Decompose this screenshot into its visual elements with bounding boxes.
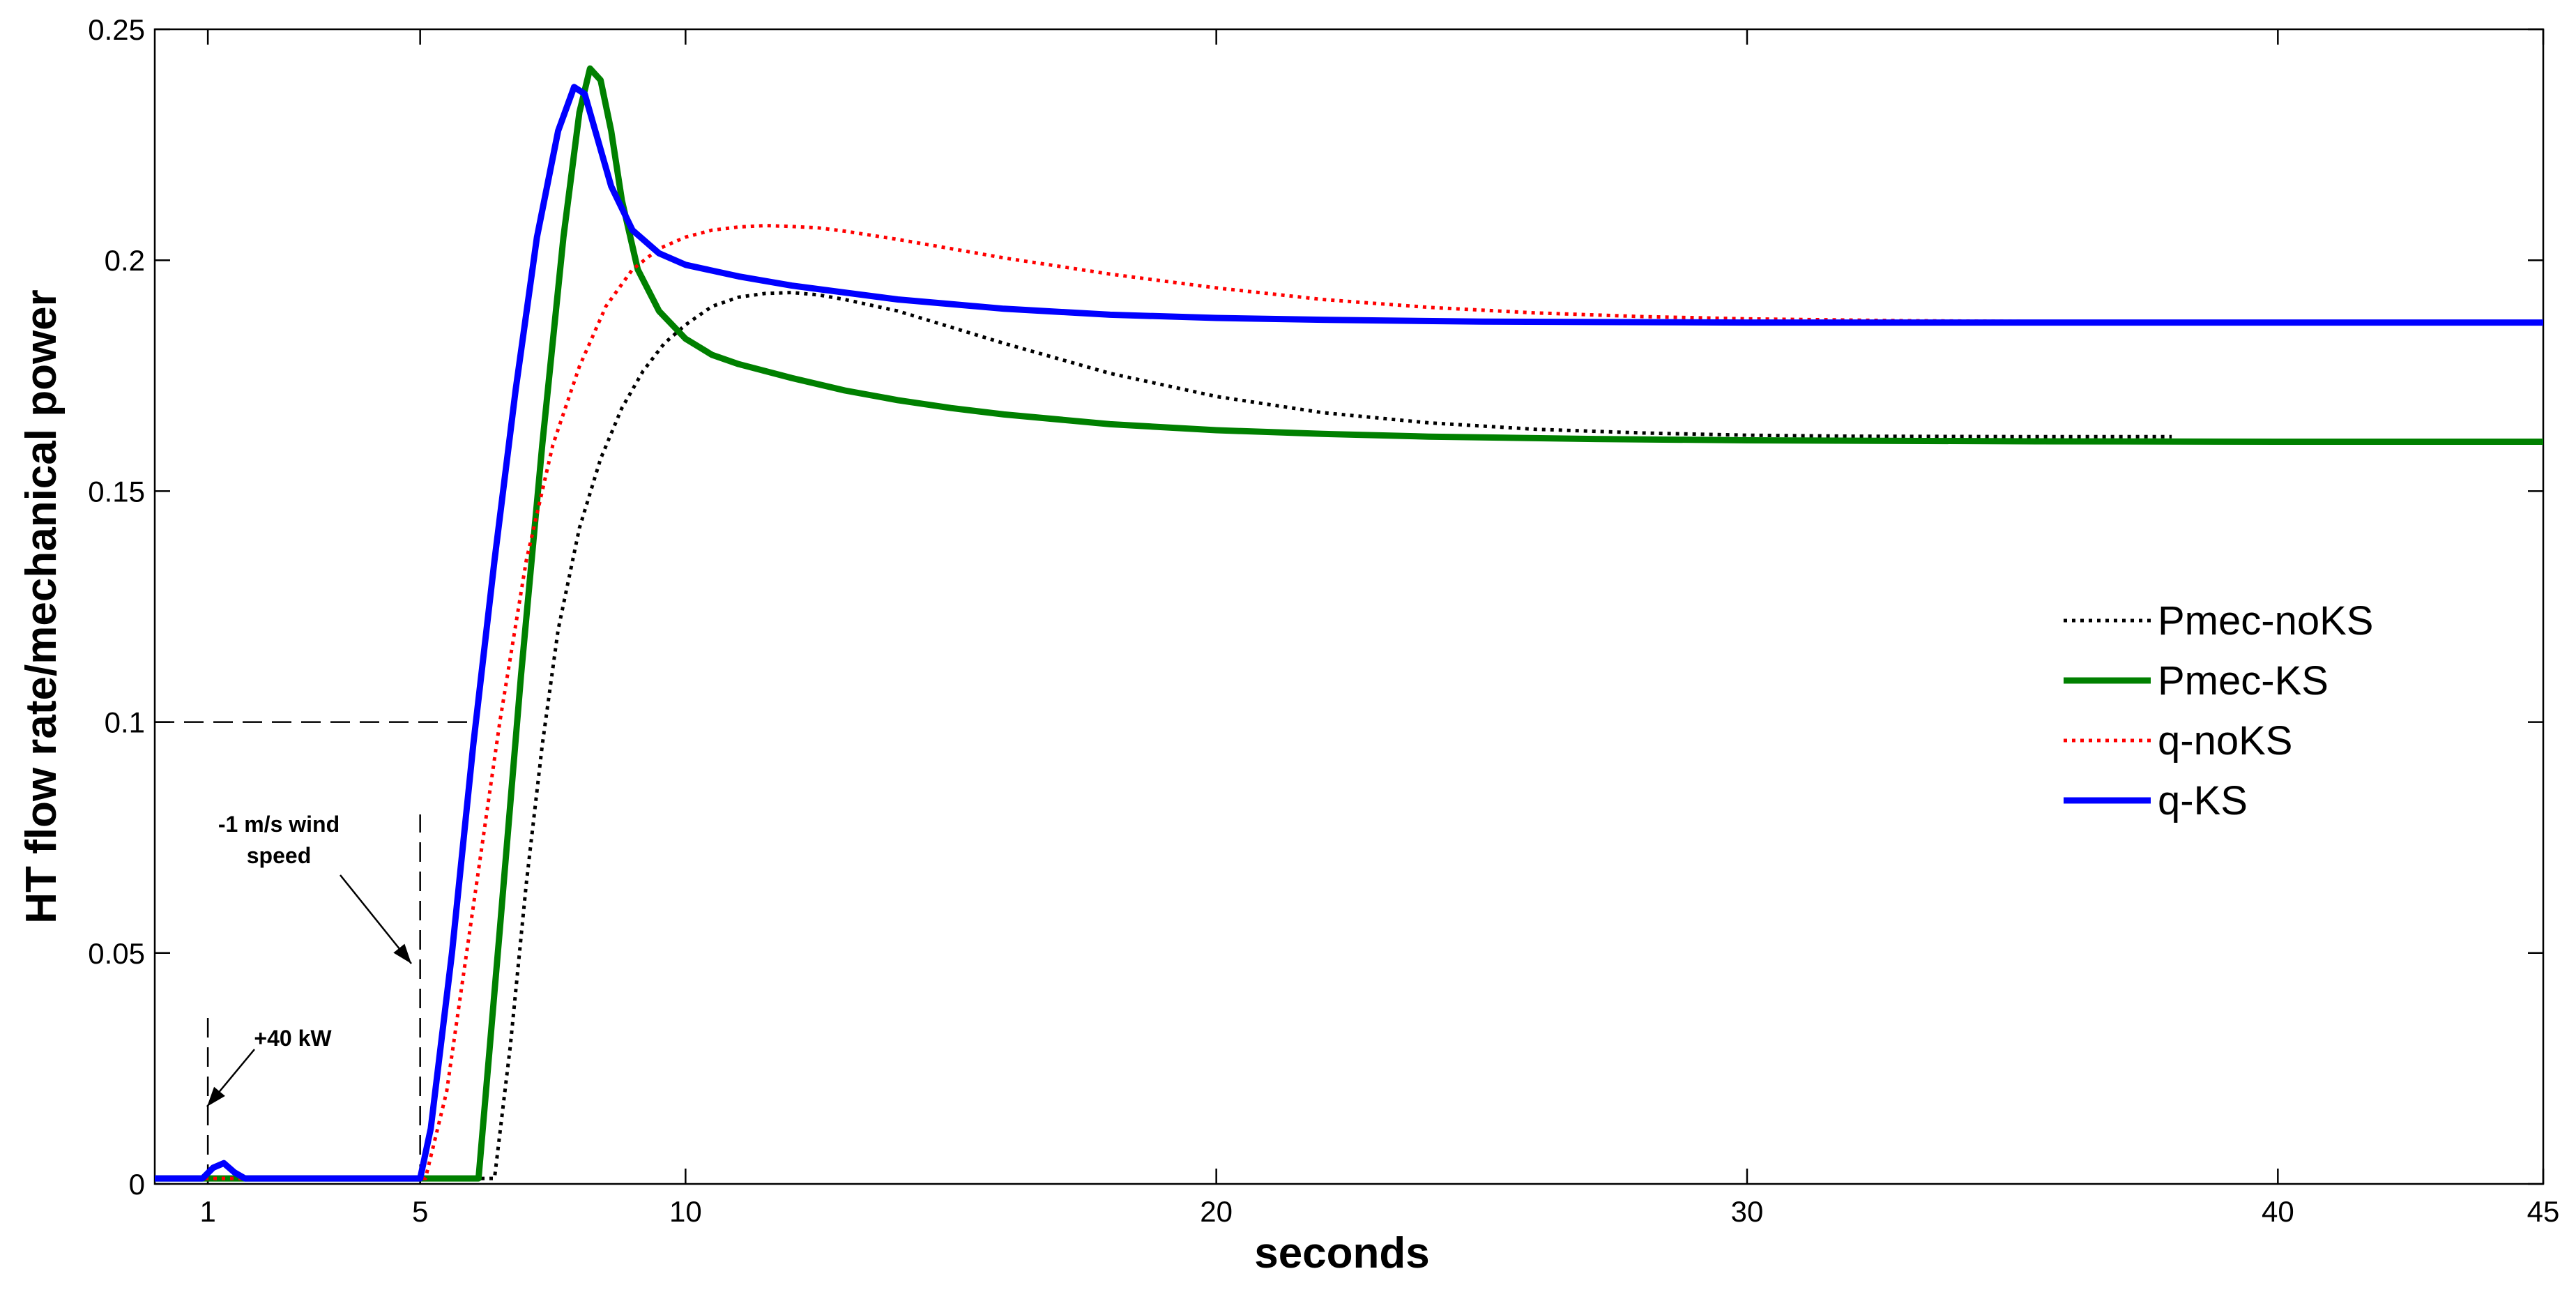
y-tick-label: 0.15 [88, 475, 145, 508]
x-tick-label: 30 [1731, 1195, 1764, 1228]
legend-label-q-ks: q-KS [2158, 778, 2248, 823]
x-tick-label: 5 [412, 1195, 428, 1228]
x-tick-label: 45 [2527, 1195, 2560, 1228]
reference-lines [155, 721, 468, 1184]
y-tick-label: 0.25 [88, 13, 145, 46]
legend: Pmec-noKS Pmec-KS q-noKS q-KS [2064, 598, 2373, 823]
legend-label-pmec-noks: Pmec-noKS [2158, 598, 2373, 644]
y-tick-label: 0.2 [105, 244, 145, 277]
series-line-pmec-ks [155, 65, 2543, 1182]
x-tick-label: 1 [199, 1195, 215, 1228]
y-tick-label: 0.05 [88, 937, 145, 970]
annotations: -1 m/s wind speed +40 kW [206, 812, 412, 1107]
annotation-wind-line2: speed [247, 843, 311, 868]
y-tick-label: 0.1 [105, 706, 145, 739]
annotation-40kw: +40 kW [254, 1026, 332, 1051]
series-line-q-ks [155, 84, 2543, 1182]
x-axis-title: seconds [1254, 1229, 1430, 1277]
x-tick-label: 40 [2262, 1195, 2294, 1228]
series-line-q-noks [155, 224, 2066, 1180]
annotation-arrow-wind-head [393, 943, 411, 964]
annotation-wind-line1: -1 m/s wind [218, 812, 340, 837]
annotation-arrow-40kw-head [207, 1086, 225, 1107]
x-tick-label: 20 [1200, 1195, 1233, 1228]
series-line-pmec-noks [155, 291, 2172, 1180]
legend-label-q-noks: q-noKS [2158, 718, 2292, 763]
y-axis-title: HT flow rate/mechanical power [17, 289, 66, 924]
y-tick-label: 0 [129, 1168, 145, 1201]
axis-ticks: 1 5 10 20 30 40 45 0 0.05 0.1 0.15 0.2 0.25 [88, 13, 2559, 1228]
plot-frame [153, 28, 2545, 1185]
x-tick-label: 10 [669, 1195, 702, 1228]
legend-label-pmec-ks: Pmec-KS [2158, 658, 2329, 704]
series-lines [155, 65, 2543, 1182]
